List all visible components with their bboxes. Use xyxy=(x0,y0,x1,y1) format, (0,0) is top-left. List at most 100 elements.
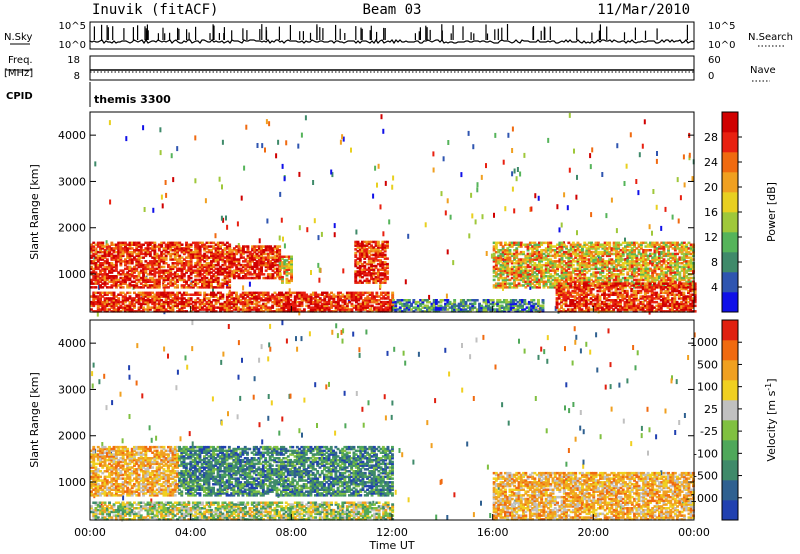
data-cell xyxy=(367,261,371,264)
data-cell xyxy=(359,297,363,300)
data-cell xyxy=(221,293,225,296)
data-cell xyxy=(121,306,125,309)
data-cell xyxy=(376,270,380,273)
data-cell xyxy=(244,275,248,278)
data-cell xyxy=(556,284,559,287)
data-cell xyxy=(291,291,295,295)
data-cell xyxy=(105,254,109,258)
data-cell xyxy=(225,252,229,256)
data-cell xyxy=(630,249,634,252)
data-cell xyxy=(171,304,175,308)
data-cell xyxy=(635,241,639,245)
data-cell xyxy=(521,299,524,302)
data-cell xyxy=(375,299,379,302)
data-cell xyxy=(370,304,374,308)
data-cell xyxy=(619,271,623,274)
data-cell xyxy=(105,291,109,295)
data-cell xyxy=(101,262,105,265)
data-cell xyxy=(655,265,659,269)
data-cell xyxy=(635,258,639,261)
data-cell xyxy=(108,302,111,306)
data-cell xyxy=(624,258,627,261)
data-cell xyxy=(430,308,434,311)
noise-tick-high-right: 10^5 xyxy=(708,21,735,32)
data-cell xyxy=(379,268,383,271)
data-cell xyxy=(180,265,184,269)
data-cell xyxy=(626,284,630,287)
data-cell xyxy=(506,282,510,285)
data-cell xyxy=(587,282,591,285)
data-cell xyxy=(512,299,515,302)
data-cell xyxy=(612,243,616,246)
data-cell xyxy=(503,308,506,311)
data-cell xyxy=(210,308,213,311)
data-cell xyxy=(526,269,530,272)
scatter-cell xyxy=(98,284,100,290)
data-cell xyxy=(646,276,650,280)
data-cell xyxy=(508,249,512,252)
data-cell xyxy=(255,254,259,258)
data-cell xyxy=(448,306,452,309)
scatter-cell xyxy=(513,168,516,174)
data-cell xyxy=(376,251,380,255)
data-cell xyxy=(386,264,389,268)
data-cell xyxy=(198,304,202,308)
data-cell xyxy=(516,304,520,308)
data-cell xyxy=(542,258,546,261)
data-cell xyxy=(370,257,373,260)
data-cell xyxy=(403,308,407,311)
data-cell xyxy=(112,256,116,259)
data-cell xyxy=(144,278,148,282)
data-cell xyxy=(576,247,580,250)
data-cell xyxy=(574,249,578,252)
data-cell xyxy=(257,269,261,272)
data-cell xyxy=(191,304,195,308)
data-cell xyxy=(264,256,268,259)
data-cell xyxy=(542,252,546,256)
data-cell xyxy=(241,300,245,304)
data-cell xyxy=(119,241,123,245)
data-cell xyxy=(594,273,598,276)
data-cell xyxy=(276,245,279,248)
data-cell xyxy=(547,245,550,248)
data-cell xyxy=(628,243,632,246)
data-cell xyxy=(151,299,155,302)
data-cell xyxy=(658,254,661,258)
data-cell xyxy=(278,274,282,277)
data-cell xyxy=(535,256,539,259)
data-cell xyxy=(312,310,315,313)
data-cell xyxy=(203,249,207,252)
data-cell xyxy=(164,299,168,302)
data-cell xyxy=(153,297,157,300)
data-cell xyxy=(496,304,500,308)
data-cell xyxy=(169,271,173,274)
data-cell xyxy=(273,299,277,302)
data-cell xyxy=(223,247,227,250)
data-cell xyxy=(526,275,530,278)
data-cell xyxy=(92,245,96,248)
data-cell xyxy=(676,243,679,246)
data-cell xyxy=(628,286,632,289)
data-cell xyxy=(214,275,218,278)
data-cell xyxy=(512,308,515,311)
data-cell xyxy=(341,310,345,313)
data-cell xyxy=(242,276,245,280)
data-cell xyxy=(637,278,641,282)
data-cell xyxy=(403,304,407,308)
data-cell xyxy=(655,247,659,250)
data-cell xyxy=(139,265,143,269)
data-cell xyxy=(119,306,123,309)
data-cell xyxy=(135,258,139,261)
data-cell xyxy=(493,302,497,306)
data-cell xyxy=(232,254,236,258)
data-cell xyxy=(642,252,646,256)
data-cell xyxy=(517,252,521,256)
data-cell xyxy=(148,308,152,311)
data-cell xyxy=(167,304,170,308)
data-cell xyxy=(553,284,557,287)
data-cell xyxy=(531,241,535,245)
data-cell xyxy=(592,254,596,258)
data-cell xyxy=(510,271,514,274)
data-cell xyxy=(363,251,367,255)
data-cell xyxy=(110,276,114,280)
